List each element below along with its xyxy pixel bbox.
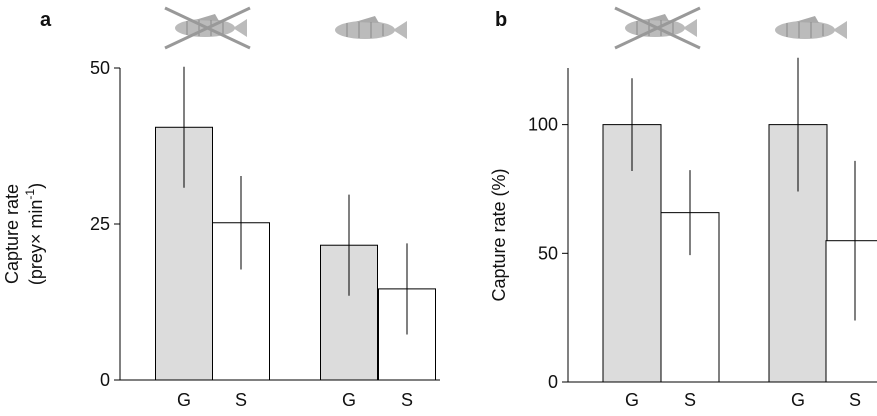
y-tick-label: 0 bbox=[100, 370, 110, 390]
x-tick-label: G bbox=[625, 390, 639, 410]
panel-label: b bbox=[495, 9, 507, 31]
y-tick-label: 100 bbox=[528, 115, 558, 135]
x-tick-label: S bbox=[401, 390, 413, 410]
x-tick-label: S bbox=[849, 390, 861, 410]
y-tick-label: 50 bbox=[538, 243, 558, 263]
panel-label: a bbox=[40, 9, 52, 31]
y-axis-label-end: ) bbox=[26, 183, 46, 189]
y-tick-label: 25 bbox=[90, 214, 110, 234]
bar bbox=[825, 240, 877, 383]
x-tick-label: S bbox=[684, 390, 696, 410]
x-tick-label: G bbox=[342, 390, 356, 410]
y-axis-label: Capture rate (prey× min-1) bbox=[2, 183, 46, 285]
y-tick-label: 50 bbox=[90, 58, 110, 78]
y-axis-label-sup: -1 bbox=[23, 189, 37, 200]
x-tick-label: G bbox=[177, 390, 191, 410]
y-axis-label-line: (prey× min bbox=[26, 200, 46, 286]
x-tick-label: S bbox=[235, 390, 247, 410]
y-axis-label: Capture rate (%) bbox=[489, 168, 509, 301]
y-axis-label-line: Capture rate bbox=[2, 184, 22, 284]
x-tick-label: G bbox=[791, 390, 805, 410]
y-axis-label-line: Capture rate (%) bbox=[489, 168, 509, 301]
fish-icons bbox=[164, 6, 848, 50]
y-tick-label: 0 bbox=[548, 372, 558, 392]
